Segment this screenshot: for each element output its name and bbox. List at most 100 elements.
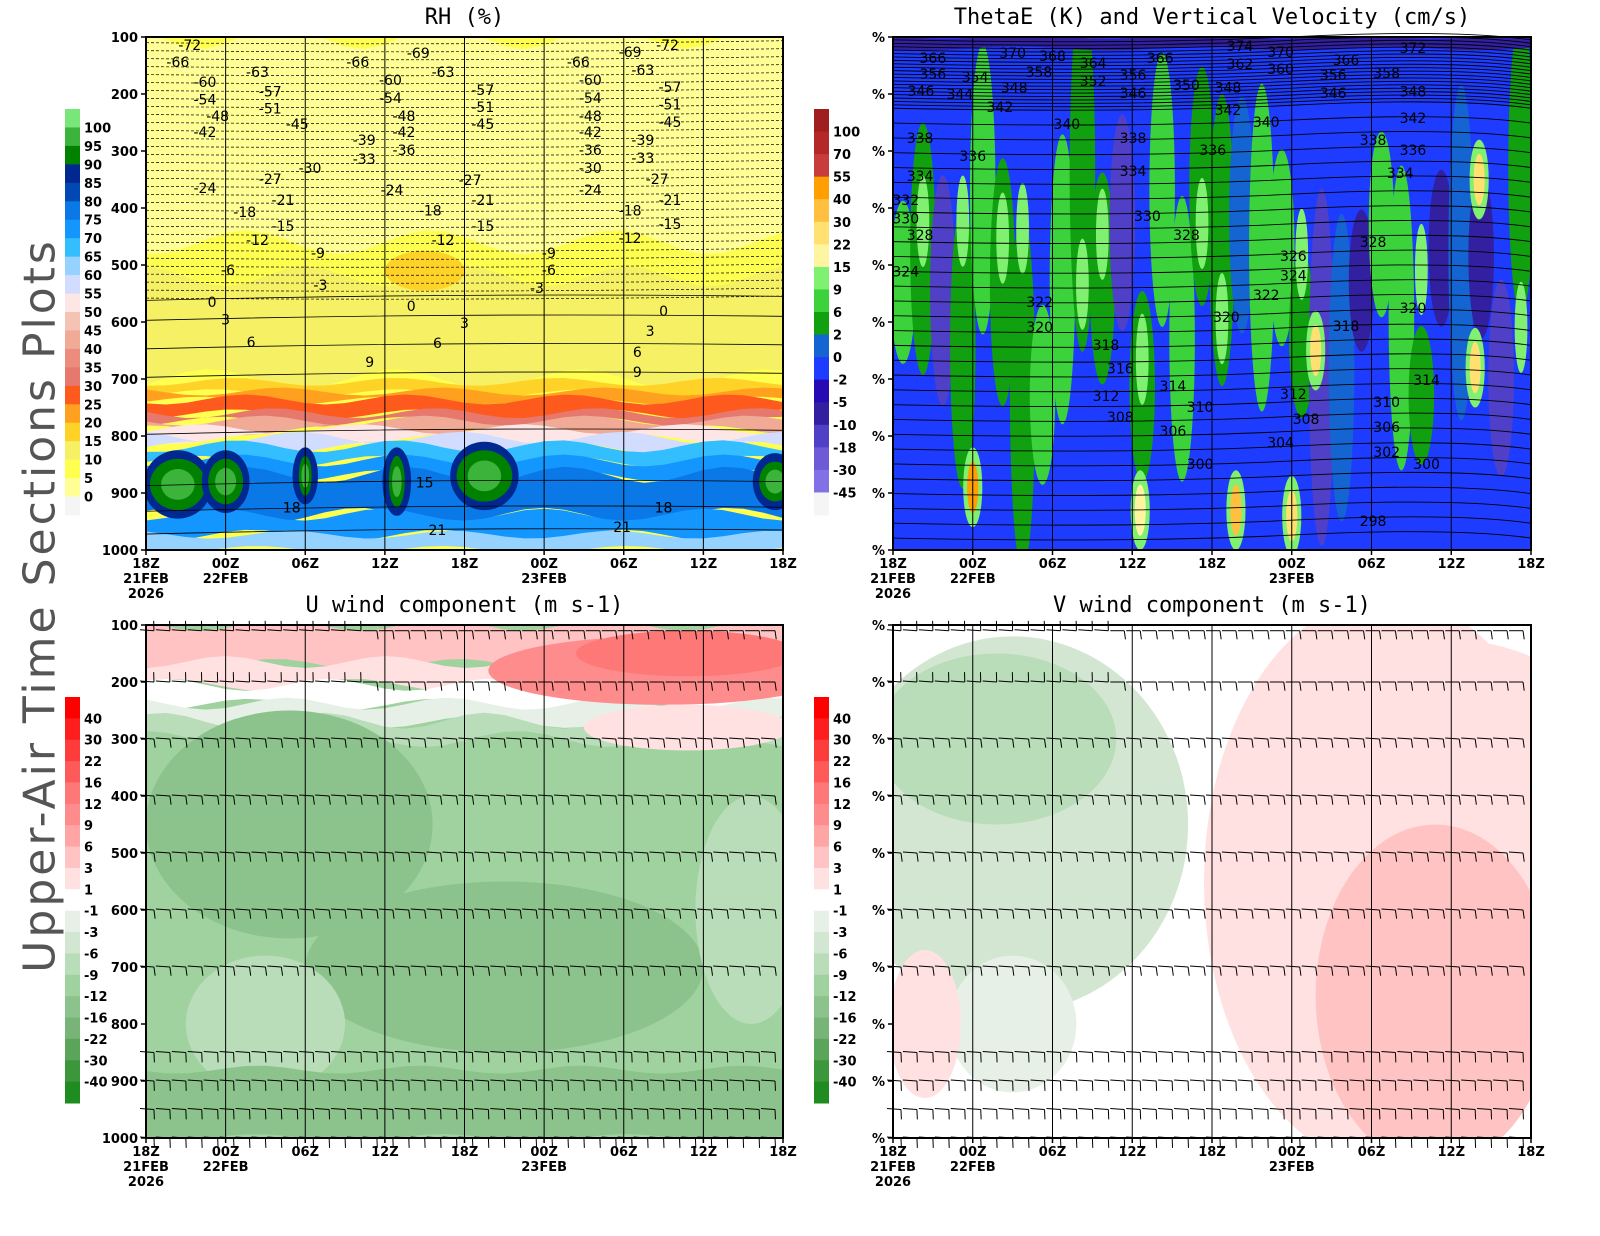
wind-barb-staff — [538, 851, 553, 854]
contour-label: 340 — [1053, 117, 1080, 133]
wind-barb-staff — [1030, 1079, 1045, 1082]
wind-barb-staff — [458, 1108, 473, 1110]
wind-barb-staff — [378, 737, 393, 740]
wind-barb-staff — [713, 851, 728, 854]
wind-barb-staff — [1094, 1108, 1109, 1110]
thetae-contour — [892, 74, 1532, 84]
wind-barb-staff — [697, 737, 712, 740]
contour-label: 306 — [1373, 420, 1400, 436]
contour-label: 334 — [1387, 166, 1414, 182]
temperature-contour-dashed — [145, 263, 784, 268]
wind-barb-staff — [1046, 794, 1061, 797]
wind-barb-staff — [331, 629, 346, 632]
wind-barb-staff — [1333, 1108, 1348, 1110]
wind-barb-staff — [410, 1108, 425, 1110]
wind-barb-staff — [1030, 1108, 1045, 1110]
contour-label: -51 — [658, 97, 681, 113]
wind-barb-flag — [1347, 738, 1350, 748]
x-date-label: 23FEB — [1269, 572, 1315, 587]
wind-barb-staff — [1174, 737, 1189, 740]
wind-barb-flag — [996, 909, 999, 919]
wind-barb-staff — [1062, 1051, 1077, 1053]
wind-barb-staff — [346, 965, 362, 968]
wind-barb-staff — [1110, 851, 1125, 854]
wind-barb-staff — [1221, 1108, 1236, 1110]
wind-barb-staff — [267, 908, 282, 911]
contour-fill-patch — [1230, 484, 1242, 536]
y-tick-label: 800 — [111, 430, 138, 445]
wind-barb-flag — [1347, 630, 1350, 640]
contour-label: -48 — [206, 109, 229, 125]
contour-fill-patch — [1414, 223, 1428, 316]
colorbar-swatch — [65, 201, 80, 221]
wind-barb-staff — [426, 1051, 441, 1053]
wind-barb-staff — [251, 629, 266, 632]
colorbar-swatch — [814, 447, 829, 471]
contour-label: 316 — [1107, 362, 1134, 378]
contour-label: 314 — [1160, 379, 1187, 395]
wind-barb-staff — [1142, 1079, 1157, 1082]
wind-barb-flag — [647, 909, 650, 919]
wind-barb-flag — [217, 795, 220, 805]
wind-barb-staff — [553, 737, 569, 740]
wind-barb-staff — [1094, 794, 1109, 797]
wind-barb-staff — [1269, 1079, 1284, 1082]
contour-label: 300 — [1413, 457, 1440, 473]
contour-label: -42 — [393, 125, 416, 141]
wind-barb-staff — [1413, 851, 1428, 854]
wind-barb-staff — [331, 1051, 346, 1053]
wind-barb-staff — [171, 908, 186, 911]
wind-barb-flag — [1410, 909, 1414, 919]
wind-barb-staff — [203, 794, 218, 797]
wind-barb-staff — [1493, 1108, 1508, 1110]
wind-barb-staff — [1461, 737, 1476, 740]
wind-barb-flag — [758, 738, 761, 748]
wind-barb-flag — [1363, 738, 1366, 748]
wind-barb-flag — [296, 738, 299, 748]
contour-label: 352 — [1080, 74, 1107, 90]
wind-barb-flag — [1283, 738, 1286, 748]
wind-barb-staff — [394, 908, 409, 911]
wind-barb-flag — [1171, 795, 1174, 805]
temperature-contour-dashed — [145, 247, 784, 252]
wind-barb-staff — [155, 629, 170, 632]
contour-label: 332 — [892, 193, 919, 209]
wind-barb-staff — [918, 680, 933, 683]
wind-barb-flag — [1171, 966, 1174, 976]
colorbar-swatch — [65, 145, 80, 165]
contour-fill-patch — [1149, 52, 1175, 327]
wind-barb-flag — [1155, 681, 1158, 691]
contour-label: 342 — [1215, 103, 1242, 119]
contour-label: 354 — [962, 70, 989, 86]
wind-barb-flag — [599, 909, 602, 919]
wind-barb-flag — [758, 681, 761, 691]
x-tick-label: 06Z — [1039, 557, 1067, 572]
wind-barb-flag — [153, 966, 156, 976]
wind-barb-flag — [1267, 738, 1270, 748]
contour-label: 9 — [365, 355, 374, 371]
wind-barb-flag — [1012, 795, 1015, 805]
wind-barb-flag — [663, 852, 666, 862]
contour-label: -6 — [221, 263, 235, 279]
wind-barb-staff — [745, 851, 760, 854]
temperature-contour — [145, 428, 784, 435]
contour-label: 340 — [1253, 115, 1280, 131]
wind-barb-flag — [1187, 738, 1190, 748]
colorbar-label: -12 — [833, 990, 857, 1005]
contour-fill-patch — [576, 630, 783, 677]
contour-label: 330 — [1134, 209, 1161, 225]
wind-barb-flag — [519, 966, 522, 976]
wind-barb-staff — [601, 794, 616, 797]
wind-barb-staff — [1381, 1051, 1396, 1053]
wind-barb-flag — [1219, 738, 1222, 748]
colorbar-swatch — [65, 932, 80, 954]
wind-barb-staff — [1046, 1051, 1061, 1053]
contour-label: -66 — [567, 55, 590, 71]
wind-barb-flag — [1075, 966, 1079, 976]
wind-barb-flag — [996, 795, 999, 805]
wind-barb-staff — [1317, 908, 1332, 911]
wind-barb-flag — [1139, 852, 1142, 862]
wind-barb-staff — [1205, 794, 1221, 797]
colorbar-swatch — [65, 910, 80, 933]
wind-barb-staff — [362, 1051, 377, 1053]
